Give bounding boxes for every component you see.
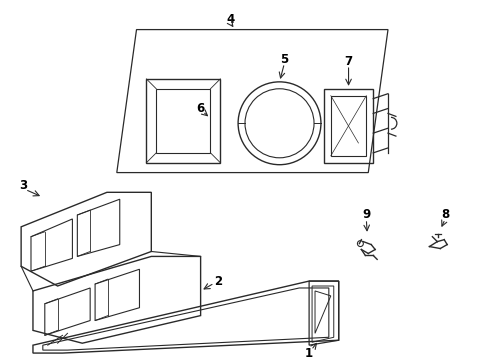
Text: 5: 5 (280, 53, 289, 66)
Text: 1: 1 (305, 347, 313, 360)
Text: 2: 2 (214, 275, 222, 288)
Text: 4: 4 (226, 13, 234, 26)
Text: 7: 7 (344, 55, 353, 68)
Text: 3: 3 (19, 179, 27, 192)
Text: 8: 8 (441, 208, 449, 221)
Text: 6: 6 (196, 102, 205, 115)
Text: 9: 9 (362, 208, 370, 221)
